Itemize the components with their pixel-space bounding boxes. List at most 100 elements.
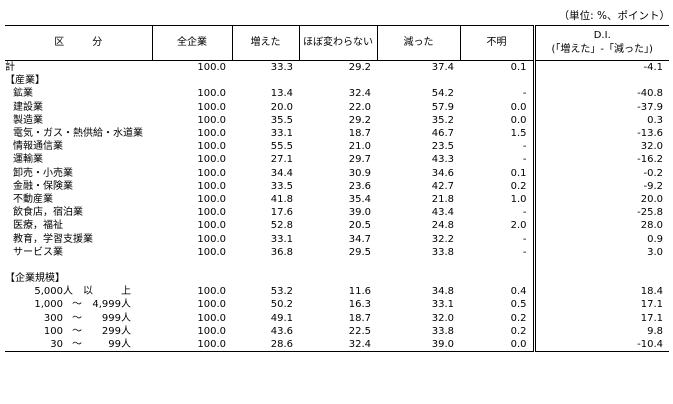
cell-unknown: 0.5	[510, 299, 527, 311]
cell-total: 100.0	[197, 312, 226, 324]
industry-row: 医療，福祉 100.0 52.8 20.5 24.8 2.0 28.0	[5, 219, 669, 233]
row-label: 情報通信業	[13, 141, 63, 153]
industry-heading-row: 【産業】	[5, 74, 669, 88]
spacer-row	[5, 259, 669, 273]
cell-unknown: 2.0	[510, 220, 527, 232]
cell-unknown: 0.2	[510, 312, 527, 324]
cell-increased: 55.5	[270, 141, 293, 153]
size-from: 100	[43, 325, 63, 337]
header-di: D.I. (「増えた」-「減った」)	[532, 25, 669, 61]
row-label: 計	[5, 62, 15, 73]
cell-increased: 41.8	[270, 194, 293, 206]
size-heading: 【企業規模】	[5, 273, 65, 285]
cell-di: -9.2	[532, 179, 669, 194]
cell-increased: 33.3	[270, 62, 293, 73]
cell-decreased: 33.1	[431, 299, 454, 311]
cell-same: 29.2	[348, 62, 371, 73]
size-to: 99人	[108, 339, 131, 351]
cell-increased: 53.2	[270, 286, 293, 298]
header-di-line2: (「増えた」-「減った」)	[551, 44, 653, 55]
row-label: 電気・ガス・熱供給・水道業	[13, 128, 143, 140]
header-di-line1: D.I.	[593, 30, 611, 41]
cell-unknown: 0.0	[460, 338, 534, 353]
size-to: 4,999人	[92, 299, 131, 311]
size-row: 5,000 人 以 上 100.0 53.2 11.6 34.8 0.4 18.4	[5, 285, 669, 299]
cell-increased: 27.1	[270, 154, 293, 166]
cell-same: 21.0	[348, 141, 371, 153]
cell-unknown: 0.2	[510, 325, 527, 337]
total-row: 計 100.0 33.3 29.2 37.4 0.1 -4.1	[5, 60, 669, 75]
size-from: 1,000	[34, 299, 63, 311]
cell-decreased: 54.2	[431, 88, 454, 100]
cell-decreased: 42.7	[431, 180, 454, 192]
cell-same: 32.4	[348, 88, 371, 100]
size-from: 5,000	[34, 286, 63, 298]
row-label: 卸売・小売業	[13, 167, 73, 179]
cell-increased: 52.8	[270, 220, 293, 232]
cell-same: 22.5	[348, 325, 371, 337]
row-label: 運輸業	[13, 154, 43, 166]
cell-increased: 20.0	[270, 101, 293, 113]
cell-unknown: 1.5	[510, 128, 527, 140]
size-from: 300	[43, 312, 63, 324]
cell-total: 100.0	[197, 114, 226, 126]
cell-unknown: -	[522, 233, 527, 245]
row-label: 金融・保険業	[13, 180, 73, 192]
size-sep: ～	[72, 299, 82, 311]
cell-unknown: 0.2	[510, 180, 527, 192]
cell-total: 100.0	[197, 220, 226, 232]
cell-unknown: -	[522, 246, 527, 258]
unit-note: （単位: %、ポイント）	[558, 10, 670, 22]
cell-increased: 35.5	[270, 114, 293, 126]
cell-same: 16.3	[348, 299, 371, 311]
size-heading-row: 【企業規模】	[5, 272, 669, 286]
cell-unknown: 0.1	[510, 167, 527, 179]
cell-same: 11.6	[348, 286, 371, 298]
row-label: サービス業	[13, 246, 63, 258]
cell-decreased: 23.5	[431, 141, 454, 153]
cell-di: -16.2	[532, 153, 669, 167]
size-from: 30	[50, 339, 63, 351]
cell-di: 0.9	[532, 232, 669, 246]
size-to: 299人	[101, 325, 131, 337]
cell-increased: 17.6	[270, 207, 293, 219]
cell-di: 20.0	[532, 193, 669, 207]
cell-decreased: 21.8	[431, 194, 454, 206]
cell-di: -40.8	[532, 87, 669, 101]
cell-total: 100.0	[197, 325, 226, 337]
cell-decreased: 24.8	[431, 220, 454, 232]
cell-total: 100.0	[197, 141, 226, 153]
size-row: 1,000 ～ 4,999人 100.0 50.2 16.3 33.1 0.5 17.1	[5, 298, 669, 312]
header-total: 全企業	[152, 25, 233, 61]
header-decreased: 減った	[377, 25, 461, 61]
cell-same: 30.9	[348, 167, 371, 179]
cell-decreased: 32.2	[431, 233, 454, 245]
cell-same: 29.5	[348, 246, 371, 258]
cell-decreased: 34.6	[431, 167, 454, 179]
cell-total: 100.0	[197, 180, 226, 192]
cell-total: 100.0	[197, 299, 226, 311]
table-body: 計 100.0 33.3 29.2 37.4 0.1 -4.1 【産業】 鉱業 1…	[5, 60, 669, 353]
industry-row: 卸売・小売業 100.0 34.4 30.9 34.6 0.1 -0.2	[5, 166, 669, 180]
row-label: 製造業	[13, 114, 43, 126]
cell-total: 100.0	[197, 286, 226, 298]
cell-same: 39.0	[348, 207, 371, 219]
cell-di: -10.4	[532, 338, 669, 353]
cell-total: 100.0	[197, 246, 226, 258]
cell-decreased: 46.7	[431, 128, 454, 140]
row-label: 300 ～ 999人	[5, 312, 152, 325]
cell-unknown: 1.0	[510, 194, 527, 206]
size-sep: 人 以	[63, 286, 93, 298]
cell-increased: 34.4	[270, 167, 293, 179]
stats-table: 区分 全企業 増えた ほぼ変わらない 減った 不明 D.I. (「増えた」-「減…	[5, 25, 669, 353]
cell-total: 100.0	[197, 88, 226, 100]
industry-row: 鉱業 100.0 13.4 32.4 54.2 - -40.8	[5, 87, 669, 101]
cell-unknown: 0.4	[510, 286, 527, 298]
cell-total: 100.0	[197, 167, 226, 179]
cell-total: 100.0	[152, 338, 232, 353]
industry-row: 電気・ガス・熱供給・水道業 100.0 33.1 18.7 46.7 1.5 -13.6	[5, 127, 669, 141]
cell-same: 20.5	[348, 220, 371, 232]
cell-decreased: 43.4	[431, 207, 454, 219]
industry-row: 運輸業 100.0 27.1 29.7 43.3 - -16.2	[5, 153, 669, 167]
row-label: 飲食店，宿泊業	[13, 207, 83, 219]
